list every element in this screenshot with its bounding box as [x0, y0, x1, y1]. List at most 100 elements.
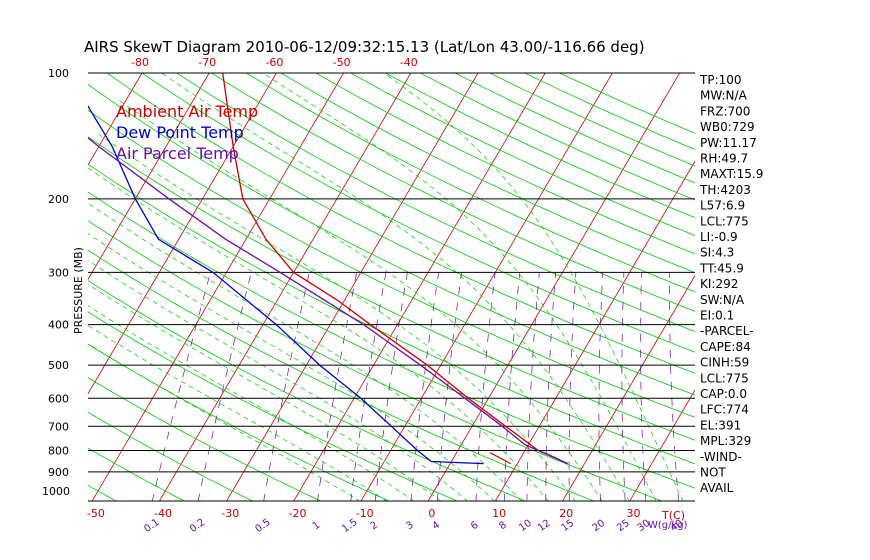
pressure-tick-label: 500: [48, 359, 69, 372]
dry-adiabat-line: [454, 73, 695, 184]
chart-title: AIRS SkewT Diagram 2010-06-12/09:32:15.1…: [84, 38, 645, 56]
mixing-ratio-line: [545, 272, 556, 501]
isotherm-line: [360, 73, 613, 501]
top-temp-tick-label: -80: [131, 56, 149, 69]
bottom-temp-tick-label: -40: [154, 507, 172, 520]
top-temp-tick-label: -40: [400, 56, 418, 69]
moist-adiabat-line: [161, 73, 630, 501]
mixing-ratio-line: [263, 272, 310, 501]
isobar-lines: [88, 72, 695, 502]
moist-adiabat-line: [88, 167, 549, 501]
dry-adiabat-line: [350, 73, 695, 236]
bottom-temp-tick-label: 20: [559, 507, 573, 520]
mixing-ratio-line: [317, 272, 358, 501]
mixing-ratio-line: [437, 272, 463, 501]
mixing-ratio-tick-label: 20: [591, 518, 608, 534]
dry-adiabat-line: [141, 73, 695, 353]
moist-adiabat-line: [88, 233, 495, 501]
dry-adiabat-line: [88, 83, 695, 396]
mixing-ratio-tick-label: 2: [369, 520, 381, 533]
stat-item: L57:6.9: [700, 199, 745, 213]
x-axis-label: T(C): [661, 509, 685, 522]
moist-adiabat-line: [88, 305, 415, 501]
mixing-ratio-line: [526, 272, 540, 501]
profile-lines: [88, 73, 568, 465]
stat-item: LCL:775: [700, 214, 749, 228]
pressure-tick-label: 700: [48, 420, 69, 433]
mixing-ratio-line: [621, 272, 626, 501]
mixing-ratio-line: [151, 272, 211, 501]
moist-adiabat-line: [88, 260, 468, 501]
mixing-ratio-tick-label: 1: [311, 520, 323, 533]
stat-item: EI:0.1: [700, 309, 734, 323]
stat-item: MAXT:15.9: [700, 167, 763, 181]
mixing-ratio-tick-label: 6: [469, 520, 481, 533]
wind-arrow: [489, 452, 511, 465]
dry-adiabat-line: [106, 73, 695, 374]
mixing-ratio-tick-label: 3: [404, 520, 416, 533]
isotherm-line: [293, 73, 546, 501]
pressure-tick-label: 100: [48, 67, 69, 80]
stat-item: -PARCEL-: [700, 324, 754, 338]
stat-item: CAP:0.0: [700, 387, 747, 401]
bottom-temp-tick-label: 10: [492, 507, 506, 520]
mixing-ratio-tick-label: 25: [615, 518, 632, 534]
stat-item: MPL:329: [700, 434, 751, 448]
mixing-ratio-tick-label: 4: [431, 520, 443, 533]
dry-adiabat-line: [88, 484, 117, 501]
stat-item: PW:11.17: [700, 136, 757, 150]
stat-item: LI:-0.9: [700, 230, 738, 244]
top-temp-tick-label: -70: [198, 56, 216, 69]
mixing-ratio-line: [669, 272, 680, 501]
mixing-ratio-tick-label: 0.2: [188, 517, 207, 535]
pressure-tick-label: 200: [48, 193, 69, 206]
stat-item: SI:4.3: [700, 246, 734, 260]
bottom-temp-tick-label: -50: [87, 507, 105, 520]
pressure-tick-label: 300: [48, 266, 69, 279]
stat-item: RH:49.7: [700, 152, 748, 166]
dry-adiabat-line: [315, 73, 695, 255]
pressure-tick-label: 900: [48, 466, 69, 479]
stat-item: -WIND-: [700, 450, 742, 464]
stat-item: MW:N/A: [700, 89, 748, 103]
dry-adiabat-line: [280, 73, 695, 274]
moist-adiabat-line: [88, 283, 442, 501]
isotherm-line: [427, 73, 680, 501]
isotherm-line: [0, 73, 8, 502]
stat-item: FRZ:700: [700, 104, 750, 118]
mixing-ratio-line: [598, 272, 604, 501]
isotherm-line: [0, 73, 75, 502]
legend: Ambient Air Temp Dew Point Temp Air Parc…: [116, 102, 258, 163]
moist-adiabat-line: [383, 73, 684, 501]
bottom-temp-tick-label: 0: [428, 507, 435, 520]
mixing-ratio-line: [475, 272, 496, 501]
mixing-ratio-line: [640, 272, 647, 501]
dry-adiabat-line: [88, 191, 695, 489]
moist-adiabat-line: [88, 343, 361, 501]
mixing-ratio-tick-label: 12: [536, 518, 553, 534]
mixing-ratio-axis-label: W(g/kg): [648, 520, 688, 531]
legend-ambient: Ambient Air Temp: [116, 102, 258, 121]
dry-adiabat-line: [524, 73, 695, 150]
stat-item: TT:45.9: [699, 261, 744, 275]
series-line-2: [88, 137, 568, 465]
bottom-temp-tick-label: -20: [289, 507, 307, 520]
stat-item: SW:N/A: [700, 293, 745, 307]
moist-adiabat-line: [88, 325, 388, 501]
isotherm-line: [88, 73, 143, 166]
mixing-ratio-line: [503, 272, 521, 501]
stat-item: LCL:775: [700, 371, 749, 385]
legend-dewpoint: Dew Point Temp: [116, 123, 244, 142]
series-line-1: [88, 104, 484, 465]
stat-item: TH:4203: [699, 183, 751, 197]
mixing-ratio-line: [568, 272, 577, 501]
isotherm-line: [88, 73, 277, 395]
isotherm-line: [494, 160, 695, 501]
bottom-temp-tick-label: 30: [626, 507, 640, 520]
pressure-tick-label: 800: [48, 444, 69, 457]
mixing-ratio-tick-label: 15: [559, 518, 576, 534]
isotherm-line: [629, 389, 695, 501]
isotherm-line: [88, 73, 210, 281]
